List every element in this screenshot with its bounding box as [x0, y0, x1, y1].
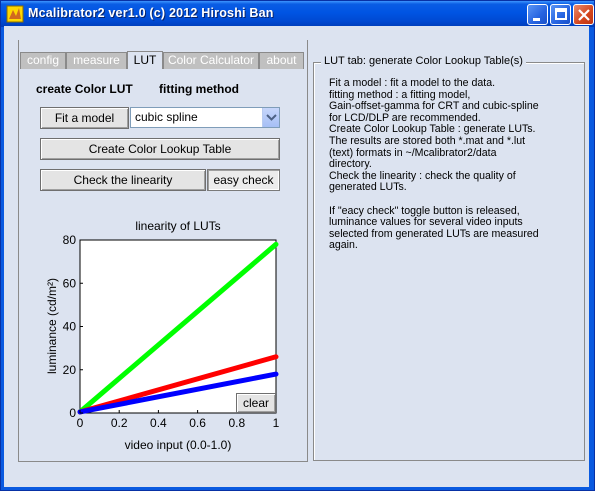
chevron-down-icon[interactable] — [262, 108, 279, 127]
help-text: Fit a model : fit a model to the data. fi… — [329, 77, 579, 252]
title-bar[interactable]: Mcalibrator2 ver1.0 (c) 2012 Hiroshi Ban — [1, 1, 594, 27]
chart-ytick-label: 60 — [63, 276, 77, 290]
window-title: Mcalibrator2 ver1.0 (c) 2012 Hiroshi Ban — [28, 6, 274, 20]
chart-ticks-group: 0 0.2 0.4 0.6 0.8 1 0 20 40 60 80 — [63, 233, 280, 430]
help-line: again. — [329, 239, 358, 252]
tab-lut[interactable]: LUT — [127, 51, 163, 69]
fitting-method-value: cubic spline — [135, 110, 198, 124]
chart-xtick-label: 0.4 — [150, 416, 167, 430]
chart-xtick-label: 1 — [273, 416, 280, 430]
check-linearity-button[interactable]: Check the linearity — [40, 169, 206, 191]
tab-color-calculator[interactable]: Color Calculator — [163, 52, 259, 69]
chart-ytick-label: 40 — [63, 320, 77, 334]
help-line: Create Color Lookup Table : generate LUT… — [329, 123, 536, 136]
help-line: for LCD/DLP are recommended. — [329, 111, 481, 124]
chart-xtick-label: 0.6 — [189, 416, 206, 430]
help-line: luminance values for several video input… — [329, 216, 523, 229]
tab-config[interactable]: config — [20, 52, 66, 69]
chart-ylabel: luminance (cd/m²) — [45, 278, 59, 374]
help-line: Fit a model : fit a model to the data. — [329, 77, 496, 89]
chart-title: linearity of LUTs — [135, 219, 220, 233]
chart-ytick-label: 0 — [69, 406, 76, 420]
close-icon — [578, 9, 590, 21]
help-line: If "eacy check" toggle button is release… — [329, 204, 520, 217]
fitting-method-select[interactable]: cubic spline — [130, 107, 280, 128]
chart-series-group — [77, 241, 279, 415]
maximize-button[interactable] — [550, 4, 571, 25]
fit-model-button[interactable]: Fit a model — [40, 107, 129, 129]
chart-xtick-label: 0 — [77, 416, 84, 430]
minimize-icon — [533, 18, 540, 21]
clear-button[interactable]: clear — [236, 393, 276, 413]
chart-xtick-label: 0.8 — [228, 416, 245, 430]
fitting-method-label: fitting method — [159, 82, 239, 96]
help-line: directory. — [329, 158, 372, 171]
help-line: generated LUTs. — [329, 181, 407, 194]
chart-series-line-2 — [77, 371, 279, 415]
close-button[interactable] — [573, 4, 594, 25]
minimize-button[interactable] — [527, 4, 548, 25]
easy-check-toggle[interactable]: easy check — [207, 169, 280, 191]
help-line: The results are stored both *.mat and *.… — [329, 134, 526, 147]
chart-series-line-1 — [77, 354, 279, 415]
matlab-icon — [6, 5, 24, 23]
chart-xlabel: video input (0.0-1.0) — [125, 438, 232, 452]
help-panel-legend: LUT tab: generate Color Lookup Table(s) — [321, 55, 526, 67]
tab-measure[interactable]: measure — [66, 52, 127, 69]
create-lut-label: create Color LUT — [36, 82, 133, 96]
create-lut-button[interactable]: Create Color Lookup Table — [40, 138, 280, 160]
tab-about[interactable]: about — [259, 52, 304, 69]
chart-ytick-label: 20 — [63, 363, 77, 377]
help-line: Check the linearity : check the quality … — [329, 169, 516, 182]
help-line — [329, 194, 579, 206]
chart-series-line-0 — [77, 241, 279, 415]
help-line: (text) formats in ~/Mcalibrator2/data — [329, 146, 497, 159]
chart-ytick-label: 80 — [63, 233, 77, 247]
chart-xtick-label: 0.2 — [111, 416, 128, 430]
help-line: Gain-offset-gamma for CRT and cubic-spli… — [329, 100, 539, 113]
help-line: fitting method : a fitting model, — [329, 88, 471, 101]
maximize-icon — [555, 8, 567, 20]
help-line: selected from generated LUTs are measure… — [329, 227, 539, 240]
